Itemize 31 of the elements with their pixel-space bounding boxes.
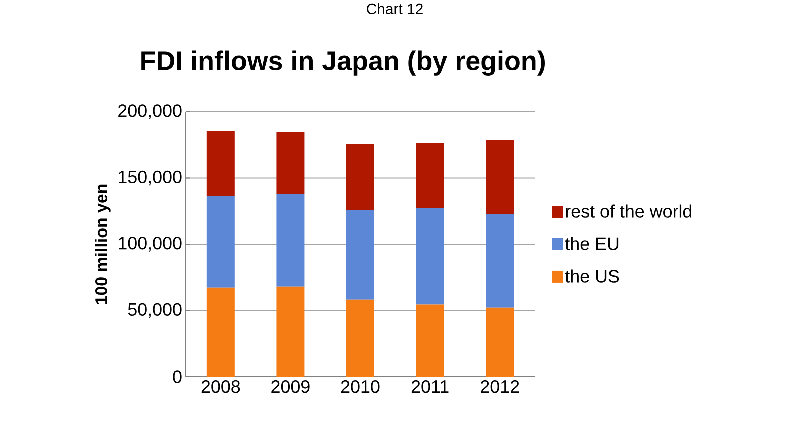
bar	[276, 194, 305, 287]
legend-label: the EU	[565, 237, 619, 250]
caption: Chart 12	[367, 4, 423, 14]
bar	[346, 300, 375, 377]
x-tick-label: 2008	[202, 380, 240, 394]
y-tick-label: 50,000	[128, 303, 182, 318]
bar	[416, 143, 444, 208]
bar	[486, 308, 514, 377]
y-tick-label: 200,000	[118, 104, 182, 120]
chart-title: FDI inflows in Japan (by region)	[142, 50, 545, 76]
bar	[416, 304, 444, 377]
y-tick-label: 100,000	[119, 237, 182, 252]
y-axis-title: 100 million yen	[95, 184, 111, 304]
bar	[206, 196, 235, 288]
bar	[486, 140, 514, 214]
x-tick-label: 2009	[272, 380, 310, 394]
bar	[486, 214, 514, 308]
bar	[206, 131, 235, 196]
bar	[276, 132, 305, 194]
bar	[346, 210, 375, 300]
bar	[346, 144, 375, 210]
bar	[206, 288, 235, 377]
y-tick-label: 0	[173, 370, 182, 384]
x-tick-label: 2011	[412, 380, 449, 394]
bar	[276, 286, 305, 377]
bar	[416, 208, 444, 305]
legend-label: the US	[565, 270, 620, 283]
legend-label: rest of the world	[566, 204, 692, 218]
x-tick-label: 2012	[481, 380, 520, 394]
x-tick-label: 2010	[341, 380, 380, 394]
y-tick-label: 150,000	[119, 170, 182, 186]
